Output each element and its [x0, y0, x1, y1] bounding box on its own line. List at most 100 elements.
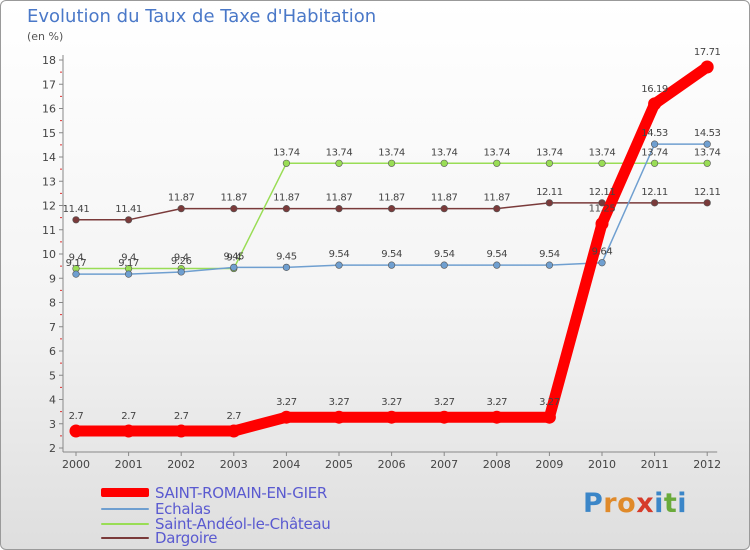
- x-tick-label: 2012: [693, 458, 721, 471]
- data-label: 2.7: [174, 411, 189, 422]
- data-label: 9.4: [121, 253, 136, 264]
- data-label: 2.7: [69, 411, 84, 422]
- y-tick-label: 2: [49, 442, 56, 455]
- data-point: [595, 217, 609, 231]
- data-point: [703, 159, 711, 167]
- data-label: 16.19: [641, 84, 668, 95]
- x-tick-label: 2004: [272, 458, 300, 471]
- chart-title: Evolution du Taux de Taxe d'Habitation: [27, 6, 377, 27]
- x-tick-label: 2001: [115, 458, 143, 471]
- data-label: 12.11: [641, 187, 668, 198]
- y-tick-label: 15: [42, 127, 56, 140]
- legend-swatch: [101, 537, 149, 539]
- y-tick-label: 3: [49, 418, 56, 431]
- logo-letter: r: [603, 488, 618, 519]
- data-label: 13.74: [483, 147, 510, 158]
- data-point: [700, 60, 714, 74]
- data-label: 2.7: [121, 411, 136, 422]
- x-tick-label: 2011: [641, 458, 669, 471]
- legend-label: Echalas: [155, 500, 211, 518]
- x-tick-label: 2006: [378, 458, 406, 471]
- x-tick-label: 2005: [325, 458, 353, 471]
- data-label: 11.87: [273, 193, 300, 204]
- data-point: [72, 216, 80, 224]
- logo-letter: o: [617, 488, 637, 519]
- data-point: [335, 159, 343, 167]
- data-point: [440, 159, 448, 167]
- legend-label: Dargoire: [155, 529, 218, 547]
- data-point: [388, 159, 396, 167]
- data-point: [177, 268, 185, 276]
- proxiti-logo: Proxiti: [583, 488, 687, 519]
- data-point: [650, 140, 659, 148]
- data-point: [545, 199, 554, 207]
- data-label: 9.64: [592, 247, 613, 258]
- data-point: [335, 261, 343, 269]
- x-tick-label: 2008: [483, 458, 511, 471]
- logo-letter: x: [636, 488, 655, 519]
- data-point: [388, 261, 396, 269]
- data-point: [437, 410, 451, 424]
- y-tick-label: 10: [42, 248, 56, 261]
- data-label: 17.71: [694, 47, 721, 58]
- y-tick-label: 11: [42, 224, 56, 237]
- data-point: [648, 97, 662, 111]
- y-tick-label: 4: [49, 394, 56, 407]
- data-point: [493, 159, 501, 167]
- y-tick-label: 14: [42, 151, 56, 164]
- x-tick-label: 2003: [220, 458, 248, 471]
- data-point: [703, 199, 711, 207]
- data-label: 12.11: [694, 187, 721, 198]
- legend-swatch: [101, 508, 149, 510]
- data-label: 3.27: [434, 397, 455, 408]
- y-tick-label: 8: [49, 297, 56, 310]
- y-tick-label: 13: [42, 175, 56, 188]
- data-label: 13.74: [326, 147, 353, 158]
- data-point: [227, 424, 241, 438]
- data-label: 13.74: [536, 147, 563, 158]
- data-point: [542, 410, 556, 424]
- data-point: [177, 205, 185, 213]
- data-point: [230, 263, 238, 271]
- data-label: 11.87: [483, 193, 510, 204]
- data-label: 9.17: [118, 258, 139, 269]
- data-point: [174, 424, 188, 438]
- data-label: 11.41: [115, 204, 142, 215]
- data-label: 13.74: [378, 147, 405, 158]
- data-label: 13.74: [641, 147, 668, 158]
- y-tick-label: 7: [49, 321, 56, 334]
- data-label: 11.87: [220, 193, 247, 204]
- data-label: 9.45: [223, 251, 244, 262]
- data-label: 11.87: [378, 193, 405, 204]
- data-label: 9.4: [226, 253, 241, 264]
- data-point: [598, 259, 606, 267]
- data-label: 9.54: [539, 249, 560, 260]
- data-point: [332, 410, 346, 424]
- data-label: 13.74: [273, 147, 300, 158]
- data-label: 13.74: [694, 147, 721, 158]
- legend-swatch: [101, 488, 149, 497]
- logo-letter: i: [654, 488, 664, 519]
- data-point: [440, 261, 448, 269]
- logo-letter: i: [677, 488, 688, 519]
- x-tick-label: 2007: [430, 458, 458, 471]
- x-tick-label: 2009: [535, 458, 563, 471]
- data-point: [282, 263, 291, 271]
- data-label: 9.54: [381, 249, 402, 260]
- data-point: [703, 140, 711, 148]
- data-label: 9.4: [69, 253, 84, 264]
- data-point: [598, 159, 606, 167]
- data-label: 9.45: [276, 251, 297, 262]
- data-point: [490, 410, 504, 424]
- data-point: [493, 261, 501, 269]
- y-tick-label: 5: [49, 369, 56, 382]
- data-point: [282, 159, 291, 167]
- data-label: 14.53: [641, 128, 668, 139]
- y-tick-label: 18: [42, 54, 56, 67]
- data-label: 9.17: [66, 258, 87, 269]
- legend-label: Saint-Andéol-le-Château: [155, 515, 331, 533]
- data-label: 12.11: [536, 187, 563, 198]
- data-point: [279, 410, 293, 424]
- data-label: 3.27: [381, 397, 402, 408]
- data-point: [388, 205, 396, 213]
